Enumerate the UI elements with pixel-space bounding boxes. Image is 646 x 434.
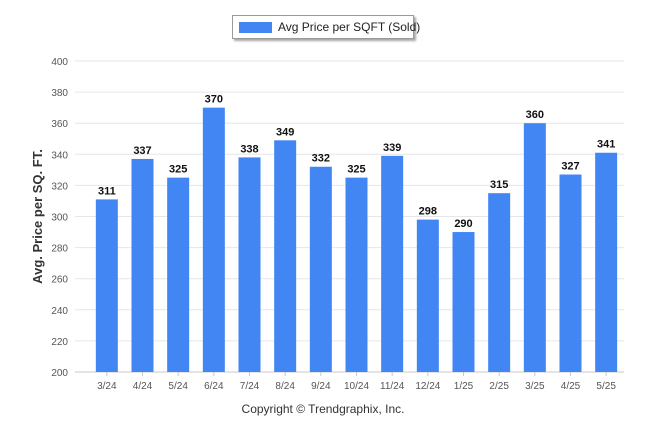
x-tick-label: 3/25 <box>525 381 545 392</box>
x-tick-label: 1/25 <box>454 381 474 392</box>
x-tick-label: 5/25 <box>596 381 616 392</box>
y-tick-label: 280 <box>51 244 68 255</box>
y-axis-label: Avg. Price per SQ. FT. <box>30 149 45 284</box>
x-tick-label: 7/24 <box>240 381 260 392</box>
bar <box>523 123 546 372</box>
x-tick-label: 9/24 <box>311 381 331 392</box>
data-label: 370 <box>205 94 223 106</box>
legend: Avg Price per SQFT (Sold) <box>232 15 420 39</box>
x-tick-label: 5/24 <box>168 381 188 392</box>
data-label: 360 <box>526 109 544 121</box>
x-tick-label: 3/24 <box>97 381 117 392</box>
data-label: 327 <box>561 161 579 173</box>
x-tick-label: 8/24 <box>275 381 295 392</box>
y-tick-label: 240 <box>51 306 68 317</box>
y-tick-label: 380 <box>51 88 68 99</box>
data-label: 315 <box>490 179 508 191</box>
data-label: 325 <box>347 164 365 176</box>
bar <box>559 174 582 372</box>
legend-label: Avg Price per SQFT (Sold) <box>278 20 421 34</box>
bar <box>274 140 297 372</box>
data-label: 332 <box>312 153 330 165</box>
data-label: 339 <box>383 142 401 154</box>
bar <box>202 107 225 373</box>
y-tick-label: 220 <box>51 337 68 348</box>
x-tick-label: 12/24 <box>415 381 440 392</box>
data-label: 298 <box>419 206 437 218</box>
bar <box>416 219 439 372</box>
x-tick-label: 11/24 <box>380 381 405 392</box>
data-label: 290 <box>454 218 472 230</box>
bar <box>488 193 511 372</box>
y-tick-label: 200 <box>51 368 68 379</box>
y-tick-label: 360 <box>51 119 68 130</box>
bar <box>238 157 261 372</box>
bar <box>309 166 332 372</box>
y-tick-label: 260 <box>51 275 68 286</box>
data-label: 325 <box>169 164 187 176</box>
legend-swatch <box>239 22 272 33</box>
x-tick-label: 4/24 <box>133 381 153 392</box>
bar <box>595 152 618 372</box>
y-tick-label: 400 <box>51 57 68 68</box>
data-label: 349 <box>276 126 294 138</box>
y-tick-label: 340 <box>51 150 68 161</box>
data-label: 338 <box>240 143 258 155</box>
bar <box>345 177 368 372</box>
x-tick-label: 10/24 <box>344 381 369 392</box>
x-tick-label: 4/25 <box>561 381 581 392</box>
data-label: 311 <box>98 185 116 197</box>
bar <box>95 199 118 372</box>
x-tick-label: 2/25 <box>489 381 509 392</box>
bar-chart: 200 220 240 260 280 300 320 340 360 380 400 Avg. Pr… <box>30 57 624 392</box>
bar <box>131 158 154 372</box>
copyright-footer: Copyright © Trendgraphix, Inc. <box>241 402 405 416</box>
data-label: 341 <box>597 139 615 151</box>
x-tick-label: 6/24 <box>204 381 224 392</box>
data-label: 337 <box>133 145 151 157</box>
y-tick-label: 300 <box>51 213 68 224</box>
bar <box>381 155 404 372</box>
bar <box>452 232 475 372</box>
bar <box>167 177 190 372</box>
y-tick-label: 320 <box>51 181 68 192</box>
